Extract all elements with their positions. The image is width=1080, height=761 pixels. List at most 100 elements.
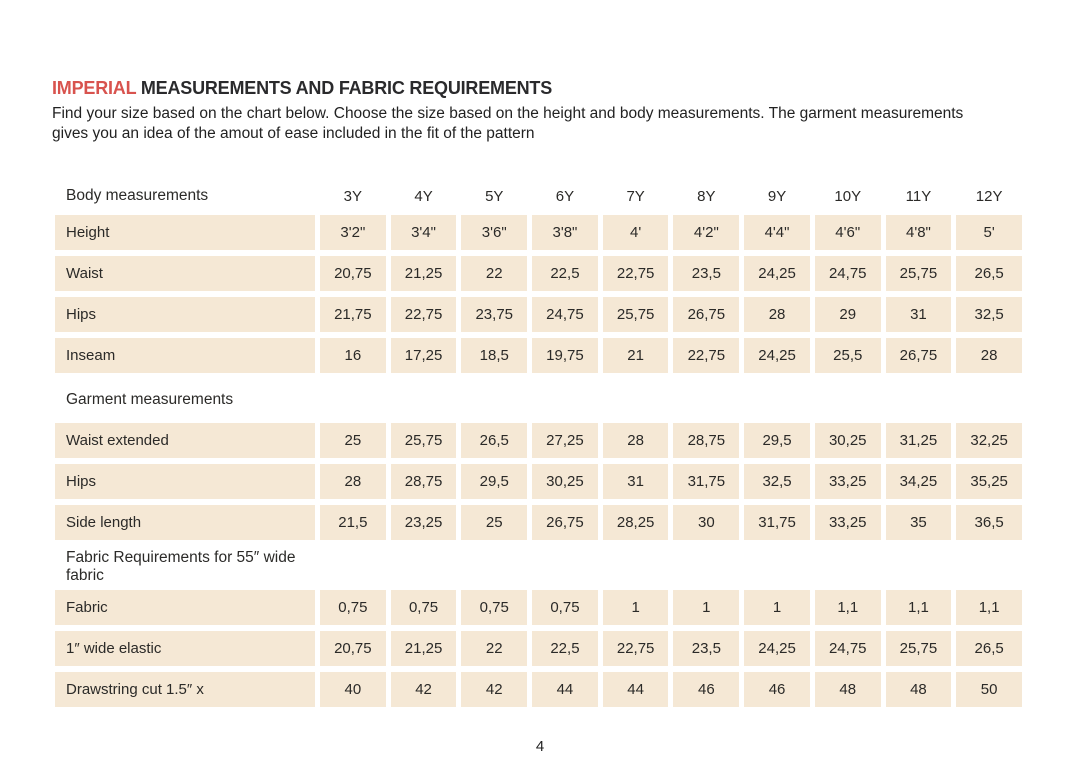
row-label: Side length — [55, 505, 315, 540]
section-heading: Fabric Requirements for 55″ wide fabric — [66, 549, 296, 584]
value-cell: 22,75 — [390, 297, 457, 332]
value-cell: 4'4" — [744, 215, 810, 250]
value-cell: 22 — [461, 631, 528, 666]
value-cell: 22,75 — [602, 631, 669, 666]
value-cell: 4'2" — [673, 215, 740, 250]
page-title-accent: IMPERIAL — [52, 78, 137, 98]
value-cell: 25,75 — [885, 631, 952, 666]
size-column-header: 10Y — [834, 187, 862, 205]
size-column-header: 3Y — [343, 187, 363, 205]
value-cell: 23,5 — [673, 631, 740, 666]
value-cell: 30,25 — [532, 464, 598, 499]
value-cell: 24,75 — [814, 256, 881, 291]
size-column-header: 6Y — [555, 187, 575, 205]
value-cell: 3'2" — [320, 215, 386, 250]
row-label: Inseam — [55, 338, 315, 373]
intro-line-2: gives you an idea of the amout of ease i… — [52, 124, 535, 142]
value-cell: 24,25 — [744, 256, 810, 291]
table-row: Drawstring cut 1.5″ x 40 42 42 44 44 46 46 48 48 5… — [55, 672, 1022, 707]
section-heading: Garment measurements — [66, 391, 234, 408]
value-cell: 21 — [602, 338, 669, 373]
row-label: Drawstring cut 1.5″ x — [55, 672, 315, 707]
value-cell: 35 — [885, 505, 952, 540]
value-cell: 25 — [461, 505, 528, 540]
value-cell: 25,75 — [390, 423, 457, 458]
value-cell: 18,5 — [461, 338, 528, 373]
table-row: Fabric 0,75 0,75 0,75 0,75 1 1 1 1,1 1,1 1,1 — [55, 590, 1022, 625]
value-cell: 30,25 — [814, 423, 881, 458]
page-title: IMPERIAL MEASUREMENTS AND FABRIC REQUIRE… — [52, 78, 1022, 99]
row-label: Waist extended — [55, 423, 315, 458]
value-cell: 0,75 — [390, 590, 457, 625]
table-row: Hips 28 28,75 29,5 30,25 31 31,75 32,5 33,25 34,2… — [55, 464, 1022, 499]
value-cell: 29,5 — [461, 464, 528, 499]
value-cell: 28 — [744, 297, 810, 332]
table-row: Height 3'2" 3'4" 3'6" 3'8" 4' 4'2" 4'4" 4'6" 4'8"… — [55, 215, 1022, 250]
value-cell: 25,5 — [814, 338, 881, 373]
value-cell: 42 — [390, 672, 457, 707]
value-cell: 21,25 — [390, 631, 457, 666]
value-cell: 24,75 — [814, 631, 881, 666]
value-cell: 40 — [320, 672, 386, 707]
value-cell: 26,5 — [461, 423, 528, 458]
value-cell: 3'6" — [461, 215, 528, 250]
value-cell: 32,5 — [956, 297, 1022, 332]
value-cell: 22,75 — [602, 256, 669, 291]
value-cell: 27,25 — [532, 423, 598, 458]
value-cell: 23,75 — [461, 297, 528, 332]
value-cell: 4'8" — [885, 215, 952, 250]
value-cell: 24,25 — [744, 338, 810, 373]
value-cell: 42 — [461, 672, 528, 707]
value-cell: 1,1 — [956, 590, 1022, 625]
value-cell: 4'6" — [814, 215, 881, 250]
size-column-header: 9Y — [767, 187, 787, 205]
table-row: Inseam 16 17,25 18,5 19,75 21 22,75 24,25 25,5 26… — [55, 338, 1022, 373]
value-cell: 21,5 — [320, 505, 386, 540]
table-row: Side length 21,5 23,25 25 26,75 28,25 30 31,75 3… — [55, 505, 1022, 540]
value-cell: 32,25 — [956, 423, 1022, 458]
value-cell: 20,75 — [320, 631, 386, 666]
table-row: Waist extended 25 25,75 26,5 27,25 28 28,75 29,… — [55, 423, 1022, 458]
value-cell: 31 — [885, 297, 952, 332]
value-cell: 0,75 — [532, 590, 598, 625]
value-cell: 48 — [814, 672, 881, 707]
row-label: Height — [55, 215, 315, 250]
value-cell: 31,75 — [673, 464, 740, 499]
row-label: Hips — [55, 297, 315, 332]
value-cell: 29,5 — [744, 423, 810, 458]
value-cell: 35,25 — [956, 464, 1022, 499]
value-cell: 31 — [602, 464, 669, 499]
value-cell: 25 — [320, 423, 386, 458]
value-cell: 26,5 — [956, 256, 1022, 291]
section-heading-row: Fabric Requirements for 55″ wide fabric — [55, 549, 1022, 584]
value-cell: 44 — [532, 672, 598, 707]
size-chart-table: Body measurements 3Y 4Y 5Y 6Y 7Y 8Y 9Y 10Y 11Y 12Y… — [55, 185, 1022, 707]
value-cell: 25,75 — [602, 297, 669, 332]
value-cell: 28 — [956, 338, 1022, 373]
value-cell: 33,25 — [814, 464, 881, 499]
value-cell: 28,75 — [673, 423, 740, 458]
value-cell: 21,75 — [320, 297, 386, 332]
size-column-header: 7Y — [626, 187, 645, 205]
value-cell: 26,75 — [673, 297, 740, 332]
value-cell: 3'4" — [390, 215, 457, 250]
value-cell: 29 — [814, 297, 881, 332]
value-cell: 23,5 — [673, 256, 740, 291]
value-cell: 24,25 — [744, 631, 810, 666]
section-heading-row: Body measurements 3Y 4Y 5Y 6Y 7Y 8Y 9Y 10Y 11Y 12Y — [55, 185, 1022, 207]
value-cell: 22,5 — [532, 256, 598, 291]
value-cell: 28,75 — [390, 464, 457, 499]
size-column-header: 12Y — [975, 187, 1003, 205]
value-cell: 31,25 — [885, 423, 952, 458]
page-title-rest: MEASUREMENTS AND FABRIC REQUIREMENTS — [136, 78, 553, 98]
value-cell: 31,75 — [744, 505, 810, 540]
value-cell: 17,25 — [390, 338, 457, 373]
value-cell: 26,5 — [956, 631, 1022, 666]
value-cell: 28 — [320, 464, 386, 499]
size-column-header: 4Y — [414, 187, 433, 205]
value-cell: 22,75 — [673, 338, 740, 373]
size-column-header: 8Y — [697, 187, 716, 205]
section-heading: Body measurements — [66, 187, 209, 204]
value-cell: 1 — [602, 590, 669, 625]
